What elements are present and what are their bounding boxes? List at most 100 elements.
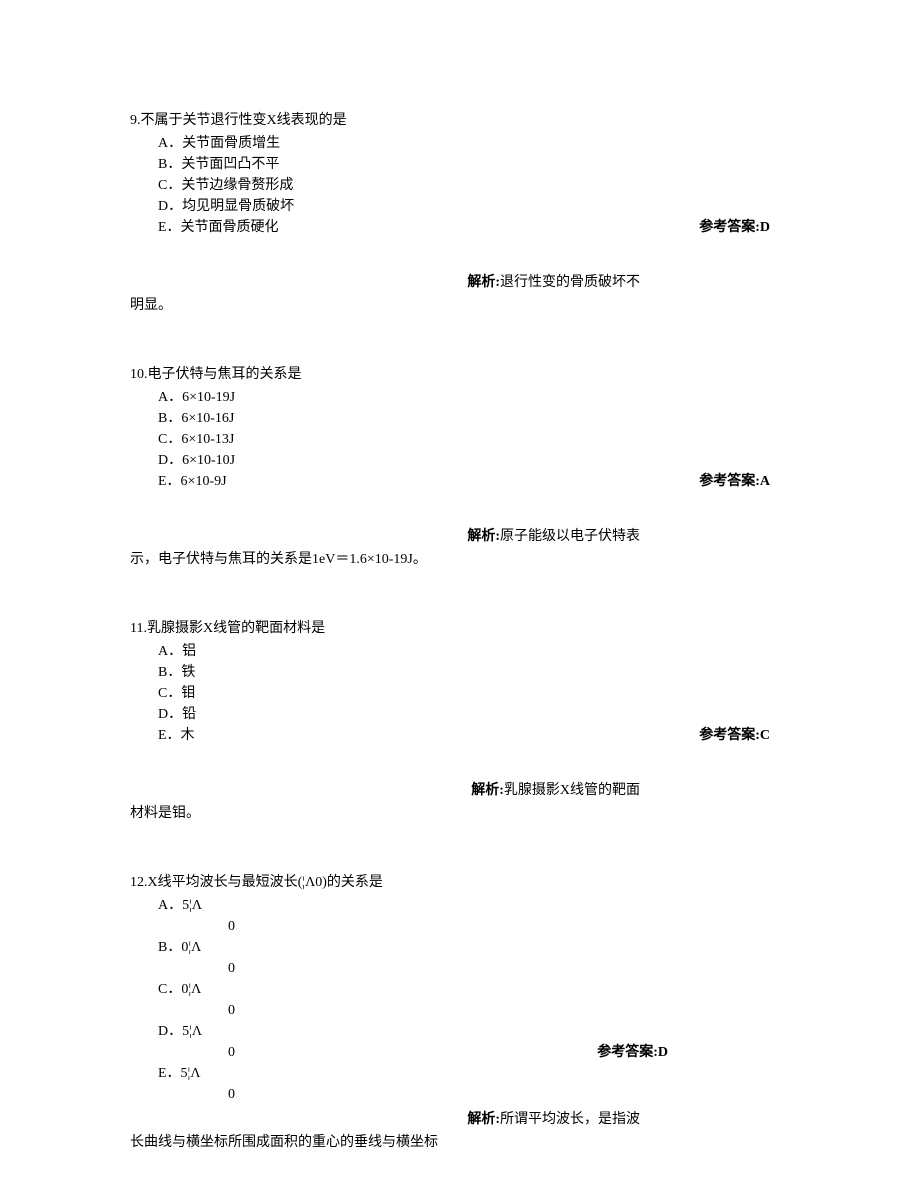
q10-opt-b-text: B．6×10-16J <box>158 408 234 429</box>
q10-opt-c-text: C．6×10-13J <box>158 429 234 450</box>
q12-opt-a-l2: 0 <box>158 916 790 937</box>
question-10: 10.电子伏特与焦耳的关系是 A．6×10-19J B．6×10-16J C．6… <box>130 364 790 570</box>
q11-opt-c-text: C．钼 <box>158 683 195 704</box>
q12-opt-b: B．0¦Λ 0 <box>158 937 790 979</box>
q10-opt-d: D．6×10-10J <box>158 450 790 471</box>
q9-answer-value: D <box>760 220 770 235</box>
q11-answer-value: C <box>760 728 770 743</box>
q9-opt-e-text: E．关节面骨质硬化 <box>158 217 279 238</box>
q10-exp-right: 解析:原子能级以电子伏特表 <box>467 526 640 547</box>
q12-exp-left: 长曲线与横坐标所围成面积的重心的垂线与横坐标 <box>130 1132 790 1153</box>
q12-answer: 参考答案:D <box>597 1042 668 1063</box>
question-9: 9.不属于关节退行性变X线表现的是 A．关节面骨质增生 B．关节面凹凸不平 C．… <box>130 110 790 316</box>
q11-opt-d-text: D．铅 <box>158 704 196 725</box>
q10-opt-a: A．6×10-19J <box>158 387 790 408</box>
q12-exp-right: 解析:所谓平均波长，是指波 <box>467 1109 640 1130</box>
q12-answer-value: D <box>658 1045 668 1060</box>
explain-label: 解析: <box>467 1112 500 1127</box>
q11-text: 乳腺摄影X线管的靶面材料是 <box>147 621 325 636</box>
answer-label: 参考答案: <box>597 1045 658 1060</box>
document-page: 9.不属于关节退行性变X线表现的是 A．关节面骨质增生 B．关节面凹凸不平 C．… <box>0 0 920 1191</box>
q9-stem: 9.不属于关节退行性变X线表现的是 <box>130 110 790 131</box>
q11-exp-right-text: 乳腺摄影X线管的靶面 <box>504 783 640 798</box>
q12-opt-b-l2: 0 <box>158 958 790 979</box>
q9-options: A．关节面骨质增生 B．关节面凹凸不平 C．关节边缘骨赘形成 D．均见明显骨质破… <box>130 133 790 238</box>
q12-opt-c: C．0¦Λ 0 <box>158 979 790 1021</box>
q12-opt-a-l1: A．5¦Λ <box>158 895 790 916</box>
q12-number: 12. <box>130 875 148 890</box>
q12-opt-c-l2: 0 <box>158 1000 790 1021</box>
question-11: 11.乳腺摄影X线管的靶面材料是 A．铝 B．铁 C．钼 D．铅 E．木 参考答… <box>130 618 790 824</box>
q10-exp-row: 解析:原子能级以电子伏特表 <box>130 526 790 547</box>
q12-exp-right-text: 所谓平均波长，是指波 <box>500 1112 640 1127</box>
q10-opt-d-text: D．6×10-10J <box>158 450 235 471</box>
q12-opt-e-l2: 0 <box>158 1084 790 1105</box>
q10-answer-value: A <box>760 474 770 489</box>
q11-exp-row: 解析:乳腺摄影X线管的靶面 <box>130 780 790 801</box>
explain-label: 解析: <box>471 783 504 798</box>
q11-exp-right: 解析:乳腺摄影X线管的靶面 <box>471 780 640 801</box>
q12-opt-d-l2-row: 0 参考答案:D <box>158 1042 790 1063</box>
q9-opt-d: D．均见明显骨质破坏 <box>158 196 790 217</box>
q12-exp-row: 解析:所谓平均波长，是指波 <box>130 1109 790 1130</box>
q9-opt-a: A．关节面骨质增生 <box>158 133 790 154</box>
q9-number: 9. <box>130 113 141 128</box>
q11-explanation: 解析:乳腺摄影X线管的靶面 材料是钼。 <box>130 780 790 824</box>
q10-answer: 参考答案:A <box>699 471 770 492</box>
q11-opt-a: A．铝 <box>158 641 790 662</box>
q10-opt-e-text: E．6×10-9J <box>158 471 227 492</box>
q9-opt-a-text: A．关节面骨质增生 <box>158 133 280 154</box>
q12-text: X线平均波长与最短波长(¦Λ0)的关系是 <box>148 875 383 890</box>
q9-answer: 参考答案:D <box>699 217 770 238</box>
q9-text: 不属于关节退行性变X线表现的是 <box>141 113 347 128</box>
q11-opt-a-text: A．铝 <box>158 641 196 662</box>
q11-answer: 参考答案:C <box>699 725 770 746</box>
q10-explanation: 解析:原子能级以电子伏特表 示，电子伏特与焦耳的关系是1eV＝1.6×10-19… <box>130 526 790 570</box>
q10-opt-e: E．6×10-9J 参考答案:A <box>158 471 790 492</box>
q9-opt-c: C．关节边缘骨赘形成 <box>158 175 790 196</box>
q11-opt-b-text: B．铁 <box>158 662 195 683</box>
q12-opt-a: A．5¦Λ 0 <box>158 895 790 937</box>
q11-opt-c: C．钼 <box>158 683 790 704</box>
q12-opt-b-l1: B．0¦Λ <box>158 937 790 958</box>
question-12: 12.X线平均波长与最短波长(¦Λ0)的关系是 A．5¦Λ 0 B．0¦Λ 0 … <box>130 872 790 1153</box>
q9-exp-right-text: 退行性变的骨质破坏不 <box>500 275 640 290</box>
q12-opt-e-l1: E．5¦Λ <box>158 1063 790 1084</box>
q12-options: A．5¦Λ 0 B．0¦Λ 0 C．0¦Λ 0 D．5¦Λ 0 参考答案:D E… <box>130 895 790 1105</box>
q11-opt-e: E．木 参考答案:C <box>158 725 790 746</box>
q11-exp-left: 材料是钼。 <box>130 803 790 824</box>
q9-opt-c-text: C．关节边缘骨赘形成 <box>158 175 293 196</box>
q10-opt-c: C．6×10-13J <box>158 429 790 450</box>
q9-exp-left: 明显。 <box>130 295 790 316</box>
q9-explanation: 解析:退行性变的骨质破坏不 明显。 <box>130 272 790 316</box>
q11-stem: 11.乳腺摄影X线管的靶面材料是 <box>130 618 790 639</box>
q9-exp-row: 解析:退行性变的骨质破坏不 <box>130 272 790 293</box>
q12-explanation: 解析:所谓平均波长，是指波 长曲线与横坐标所围成面积的重心的垂线与横坐标 <box>130 1109 790 1153</box>
q12-opt-e: E．5¦Λ 0 <box>158 1063 790 1105</box>
q12-opt-c-l1: C．0¦Λ <box>158 979 790 1000</box>
q10-opt-a-text: A．6×10-19J <box>158 387 235 408</box>
q10-text: 电子伏特与焦耳的关系是 <box>148 367 302 382</box>
q10-opt-b: B．6×10-16J <box>158 408 790 429</box>
q10-number: 10. <box>130 367 148 382</box>
explain-label: 解析: <box>467 529 500 544</box>
q11-number: 11. <box>130 621 147 636</box>
q10-stem: 10.电子伏特与焦耳的关系是 <box>130 364 790 385</box>
q9-opt-d-text: D．均见明显骨质破坏 <box>158 196 294 217</box>
explain-label: 解析: <box>467 275 500 290</box>
q12-opt-d-l2: 0 <box>228 1045 235 1060</box>
q9-opt-b: B．关节面凹凸不平 <box>158 154 790 175</box>
q9-exp-right: 解析:退行性变的骨质破坏不 <box>467 272 640 293</box>
q12-stem: 12.X线平均波长与最短波长(¦Λ0)的关系是 <box>130 872 790 893</box>
q12-opt-d-l1: D．5¦Λ <box>158 1021 790 1042</box>
answer-label: 参考答案: <box>699 220 760 235</box>
q11-opt-e-text: E．木 <box>158 725 195 746</box>
q9-opt-b-text: B．关节面凹凸不平 <box>158 154 279 175</box>
q10-exp-left: 示，电子伏特与焦耳的关系是1eV＝1.6×10-19J。 <box>130 549 790 570</box>
q11-options: A．铝 B．铁 C．钼 D．铅 E．木 参考答案:C <box>130 641 790 746</box>
q10-options: A．6×10-19J B．6×10-16J C．6×10-13J D．6×10-… <box>130 387 790 492</box>
answer-label: 参考答案: <box>699 728 760 743</box>
q9-opt-e: E．关节面骨质硬化 参考答案:D <box>158 217 790 238</box>
q11-opt-b: B．铁 <box>158 662 790 683</box>
q10-exp-right-text: 原子能级以电子伏特表 <box>500 529 640 544</box>
